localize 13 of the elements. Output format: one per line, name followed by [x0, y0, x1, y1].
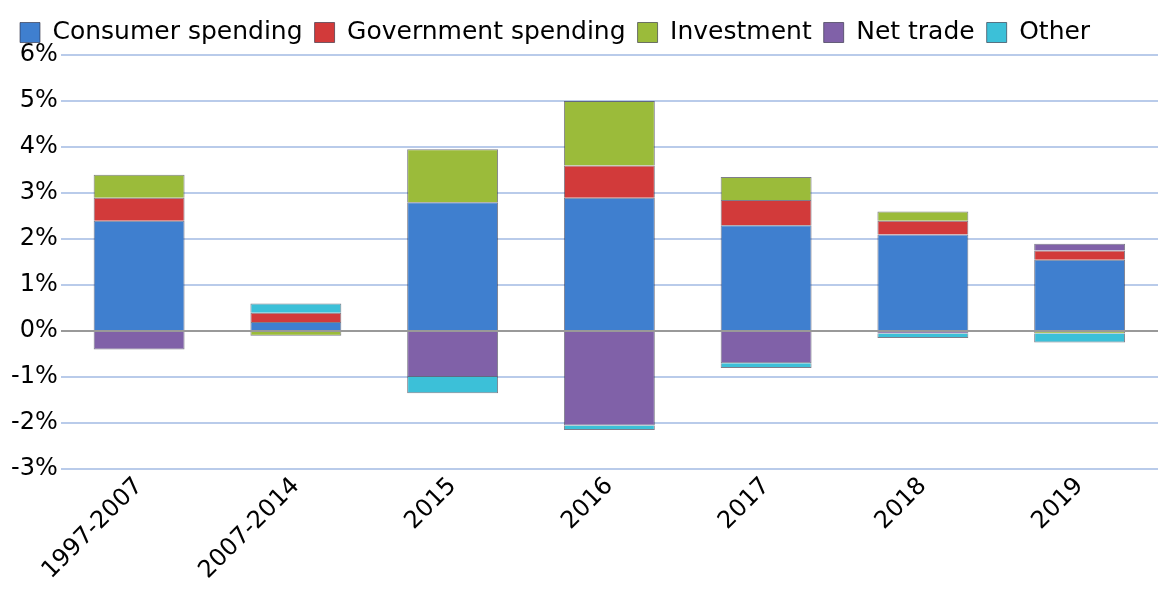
legend-label: Government spending — [347, 16, 626, 45]
y-tick-label: 3% — [19, 177, 58, 206]
y-tick-label: 2% — [19, 223, 58, 252]
legend-label: Other — [1019, 16, 1091, 45]
legend-label: Investment — [670, 16, 812, 45]
y-tick-label: 0% — [19, 315, 58, 344]
y-tick-label: -2% — [11, 407, 58, 436]
y-tick-label: -3% — [11, 453, 58, 482]
y-tick-label: 4% — [19, 131, 58, 160]
y-tick-label: 1% — [19, 269, 58, 298]
legend-label: Net trade — [856, 16, 975, 45]
y-tick-label: 5% — [19, 85, 58, 114]
y-tick-label: -1% — [11, 361, 58, 390]
